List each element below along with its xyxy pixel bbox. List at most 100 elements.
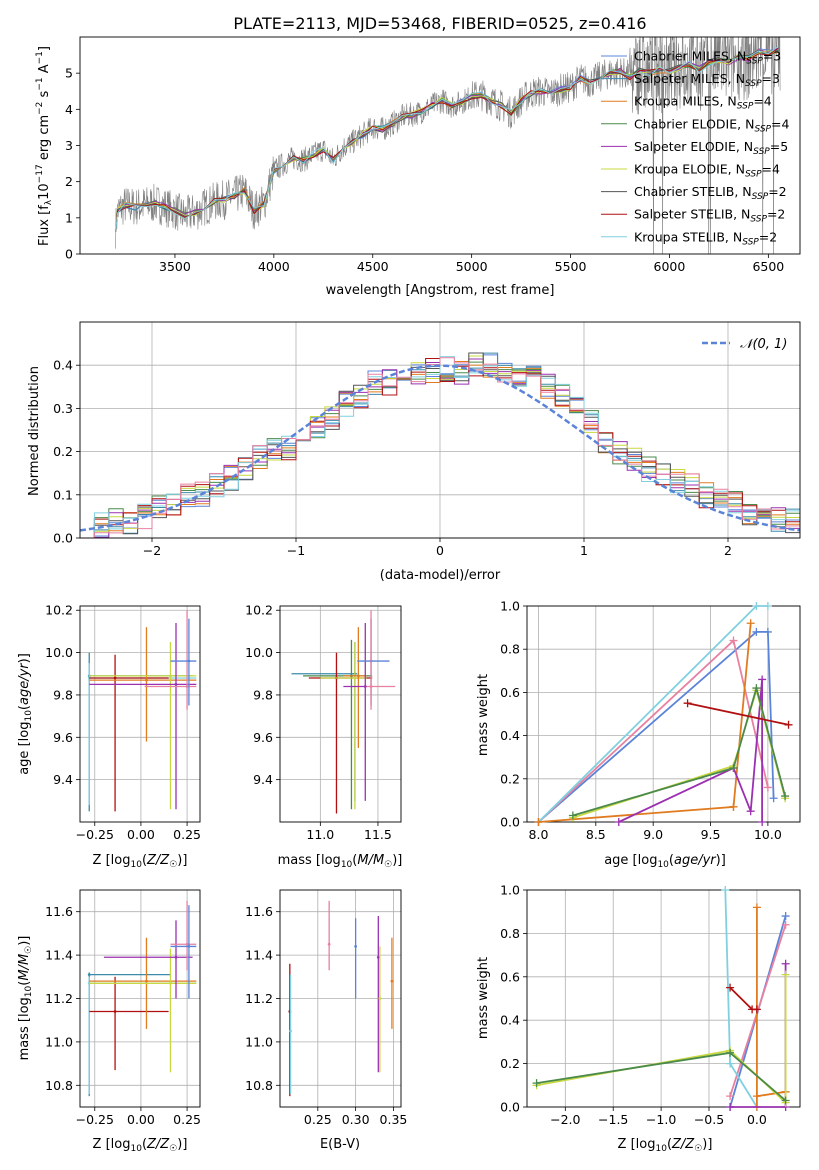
model-spectrum-line <box>115 46 779 232</box>
y-tick-label: 0.0 <box>500 1100 520 1115</box>
data-point <box>763 602 772 610</box>
x-tick-label: 4000 <box>258 259 290 274</box>
data-point <box>726 1092 735 1101</box>
data-point <box>113 676 117 680</box>
y-tick-label: 0.4 <box>500 728 520 743</box>
y-tick-label: 11.0 <box>45 1034 73 1049</box>
data-point <box>752 903 761 912</box>
legend-label: Salpeter STELIB, NSSP=2 <box>634 207 785 225</box>
data-point <box>763 627 772 636</box>
data-point <box>369 685 373 688</box>
data-point <box>781 792 790 801</box>
legend-label: Kroupa ELODIE, NSSP=4 <box>634 162 780 180</box>
data-point <box>758 818 767 826</box>
data-point <box>113 1010 117 1013</box>
axes-frame <box>79 321 801 539</box>
x-tick-label: 5500 <box>555 259 587 274</box>
legend-normal-label: 𝒩(0, 1) <box>740 337 787 352</box>
x-tick-label: 0.30 <box>342 1112 370 1127</box>
axes-frame <box>279 889 402 1108</box>
x-tick-label: 0 <box>436 543 444 558</box>
legend-label: Chabrier STELIB, NSSP=2 <box>634 184 787 202</box>
y-tick-label: 9.8 <box>53 687 73 702</box>
x-tick-label: 11.5 <box>364 827 392 842</box>
data-point <box>752 1005 761 1014</box>
data-point <box>781 912 790 921</box>
y-tick-label: 0.6 <box>500 969 520 984</box>
data-point <box>87 973 91 977</box>
axes-frame <box>279 605 402 823</box>
data-point <box>187 945 191 948</box>
data-point <box>746 619 755 628</box>
y-tick-label: 11.4 <box>45 948 73 963</box>
series-line <box>687 702 789 726</box>
x-tick-label: 2 <box>724 543 732 558</box>
y-tick-label: 9.6 <box>253 730 273 745</box>
spectrum-legend: Chabrier MILES, NSSP=3 Salpeter MILES, NS… <box>601 49 789 247</box>
massweight-vs-age-xlabel: age [log10(age/yr)] <box>604 853 726 870</box>
y-tick-label: 1 <box>65 210 73 225</box>
x-tick-label: −0.5 <box>694 1112 724 1127</box>
data-point <box>781 959 790 968</box>
residual-xlabel: (data-model)/error <box>380 568 501 583</box>
data-point <box>746 807 755 816</box>
y-tick-label: 0.2 <box>500 1056 520 1071</box>
data-point <box>729 636 738 645</box>
data-point <box>763 783 772 792</box>
age-vs-Z-xlabel: Z [log10(Z/Z☉)] <box>93 853 188 870</box>
mass-vs-Z-ylabel: mass [log10(M/M☉)] <box>17 936 34 1061</box>
residual-histogram <box>80 357 800 539</box>
data-point <box>568 811 577 820</box>
legend-label: Kroupa MILES, NSSP=4 <box>634 94 772 112</box>
data-point <box>726 1059 735 1068</box>
x-tick-label: −0.25 <box>76 827 114 842</box>
data-point <box>376 955 380 959</box>
model-spectrum-line <box>115 48 779 232</box>
y-tick-label: 11.0 <box>245 1034 273 1049</box>
x-tick-label: −2 <box>143 543 161 558</box>
series-line <box>729 986 757 1011</box>
x-tick-label: 0.25 <box>173 1112 201 1127</box>
data-point <box>769 794 778 803</box>
massweight-vs-age-panel: 8.0 8.5 9.0 9.5 10.0 0.0 0.2 0.4 0.6 0.8 1.0 <box>500 599 801 842</box>
legend-label: Chabrier ELODIE, NSSP=4 <box>634 116 789 134</box>
x-tick-label: −1.5 <box>598 1112 628 1127</box>
x-tick-label: 9.0 <box>643 827 663 842</box>
y-tick-label: 11.6 <box>245 904 273 919</box>
data-point <box>726 1103 735 1111</box>
series-line <box>730 963 787 1108</box>
data-point <box>781 1096 790 1105</box>
y-tick-label: 9.6 <box>53 730 73 745</box>
series-line <box>572 684 786 817</box>
data-point <box>758 675 767 684</box>
data-point <box>185 685 189 688</box>
figure-title: PLATE=2113, MJD=53468, FIBERID=0525, z=0… <box>233 14 646 33</box>
series-line <box>729 924 787 1097</box>
data-point <box>752 684 761 693</box>
age-vs-mass-panel: 11.0 11.5 9.4 9.6 9.8 10.0 10.2 <box>245 603 402 842</box>
x-tick-label: 8.0 <box>529 827 549 842</box>
data-point <box>729 802 738 811</box>
massweight-vs-age-ylabel: mass weight <box>476 674 491 756</box>
legend-label: Kroupa STELIB, NSSP=2 <box>634 229 777 247</box>
data-point <box>187 659 191 663</box>
data-point <box>169 981 172 985</box>
y-tick-label: 10.0 <box>245 645 273 660</box>
mass-vs-EBV-panel: 0.25 0.30 0.35 10.8 11.0 11.2 11.4 11.6 <box>245 889 408 1127</box>
data-point <box>174 682 178 686</box>
data-point <box>534 818 543 826</box>
x-tick-label: 5000 <box>456 259 488 274</box>
x-tick-label: 1 <box>580 543 588 558</box>
x-tick-label: 0.25 <box>173 827 201 842</box>
data-point <box>752 602 761 610</box>
x-tick-label: 0.35 <box>380 1112 408 1127</box>
data-point <box>356 674 360 678</box>
mass-vs-Z-xlabel: Z [log10(Z/Z☉)] <box>93 1137 188 1154</box>
massweight-vs-Z-xlabel: Z [log10(Z/Z☉)] <box>618 1137 713 1154</box>
y-tick-label: 0 <box>65 247 73 262</box>
mass-vs-EBV-xlabel: E(B-V) <box>320 1137 360 1152</box>
y-tick-label: 11.2 <box>45 991 73 1006</box>
data-point <box>614 818 623 826</box>
data-point <box>752 627 761 636</box>
y-tick-label: 5 <box>65 66 73 81</box>
